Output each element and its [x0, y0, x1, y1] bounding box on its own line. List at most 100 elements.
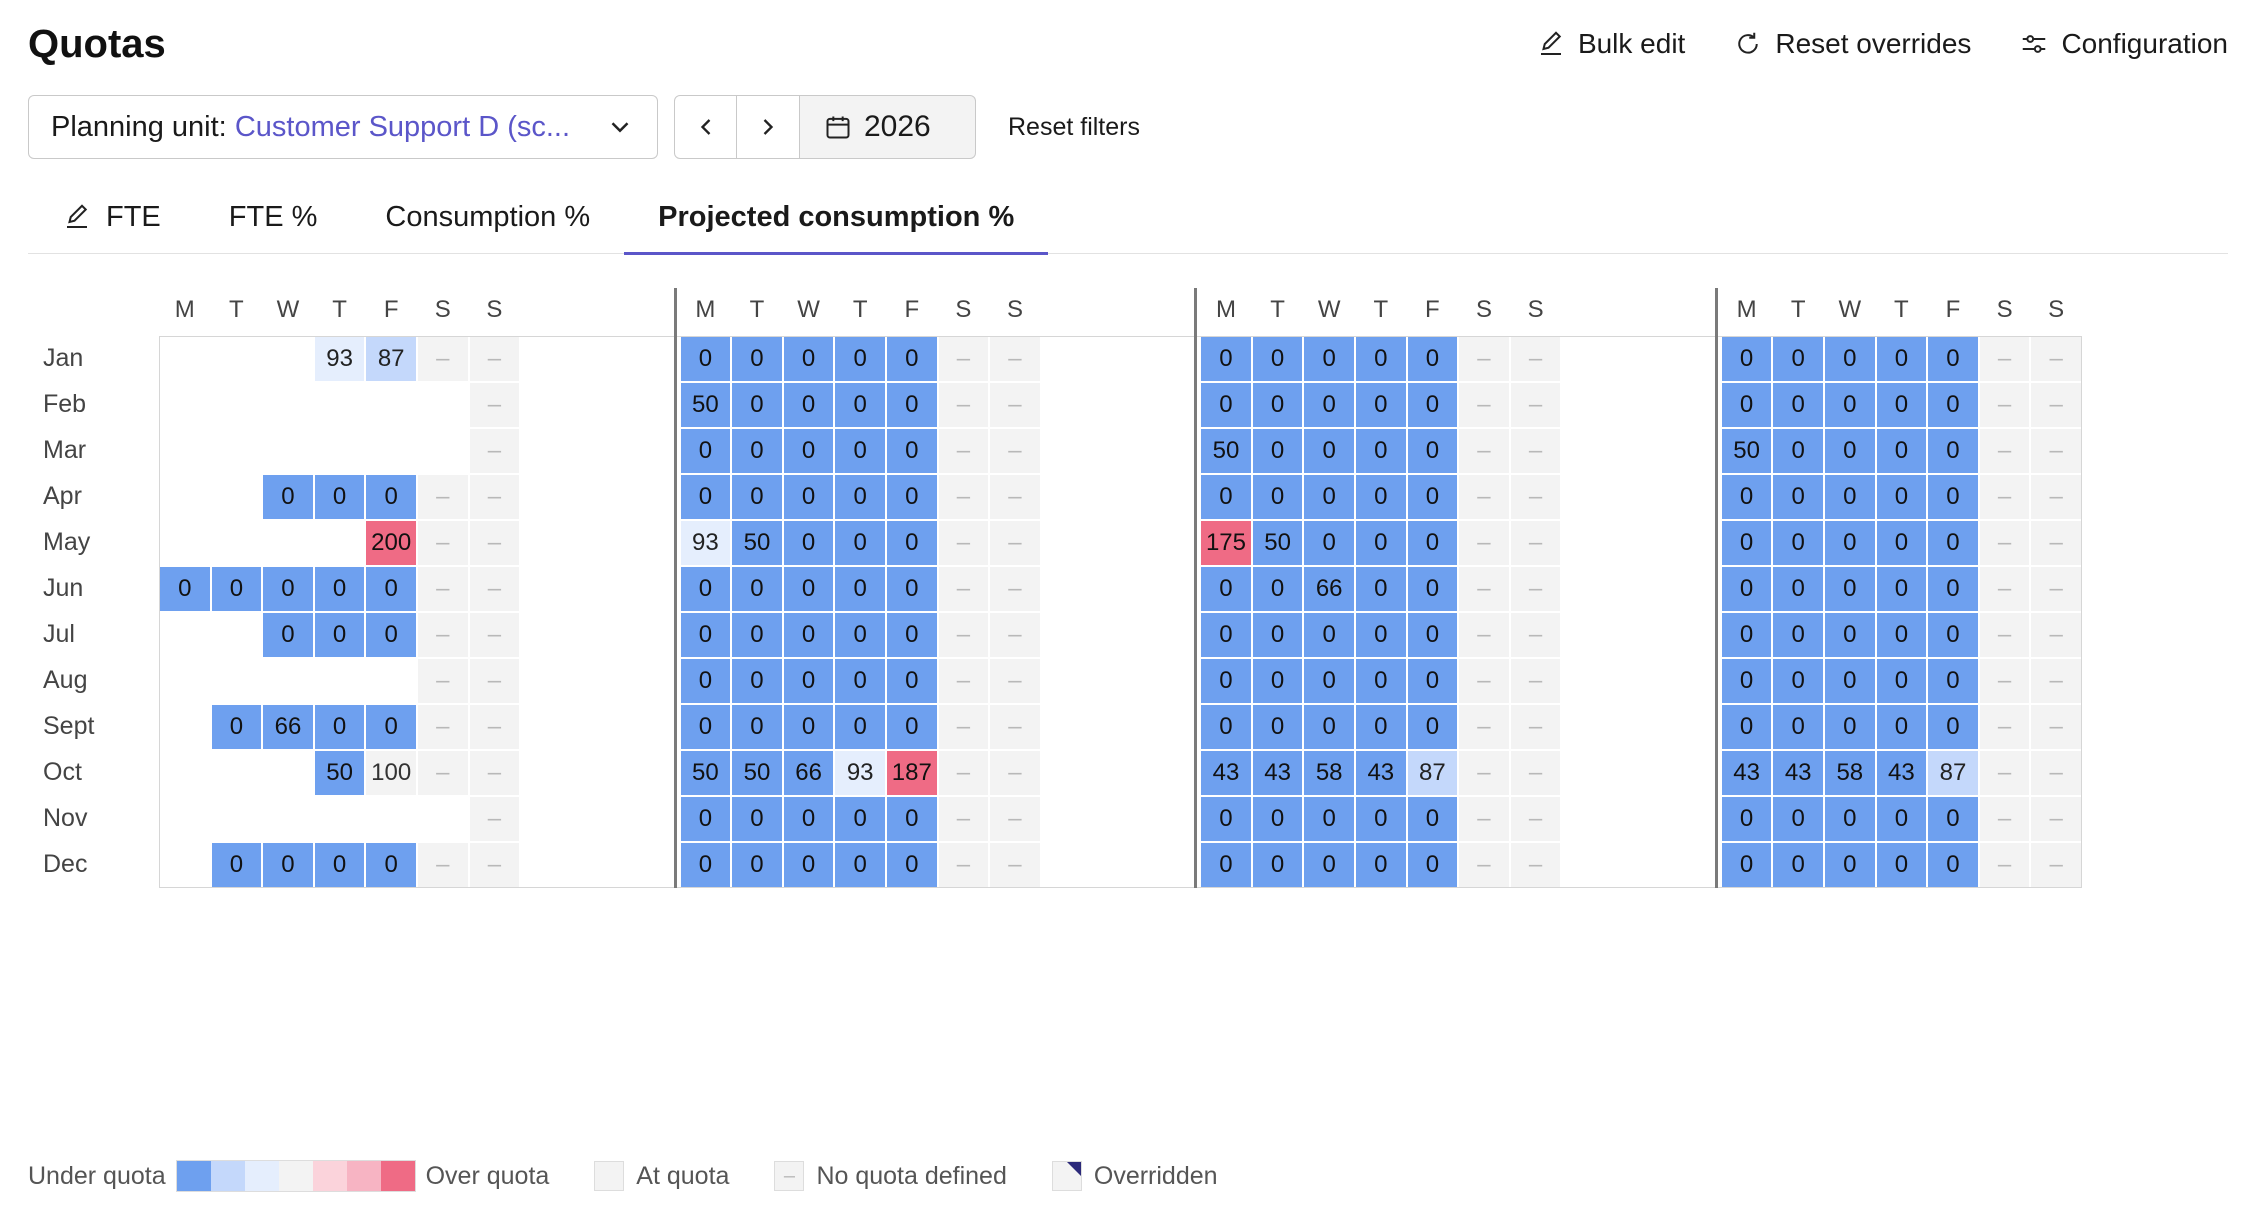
- quota-cell[interactable]: 0: [314, 567, 365, 611]
- quota-cell[interactable]: 0: [732, 659, 782, 703]
- quota-cell[interactable]: 0: [1773, 429, 1823, 473]
- quota-cell[interactable]: 0: [1721, 567, 1772, 611]
- quota-cell[interactable]: 0: [1721, 659, 1772, 703]
- quota-cell[interactable]: 0: [1407, 843, 1458, 887]
- quota-cell[interactable]: 0: [1721, 797, 1772, 841]
- quota-cell[interactable]: 0: [1356, 337, 1406, 381]
- no-quota-cell[interactable]: –: [990, 521, 1040, 565]
- quota-cell[interactable]: 0: [1304, 705, 1354, 749]
- quota-cell[interactable]: 0: [680, 797, 731, 841]
- no-quota-cell[interactable]: –: [2031, 521, 2081, 565]
- quota-cell[interactable]: 0: [314, 705, 365, 749]
- no-quota-cell[interactable]: –: [1510, 521, 1561, 565]
- quota-cell[interactable]: 0: [783, 429, 834, 473]
- quota-cell[interactable]: 0: [1773, 383, 1823, 427]
- quota-cell[interactable]: 0: [1825, 843, 1875, 887]
- quota-cell[interactable]: 0: [211, 843, 262, 887]
- quota-cell[interactable]: 0: [680, 843, 731, 887]
- no-quota-cell[interactable]: –: [990, 843, 1040, 887]
- tab-fte[interactable]: FTE: [28, 180, 195, 254]
- quota-cell[interactable]: 187: [887, 751, 937, 795]
- no-quota-cell[interactable]: –: [2031, 567, 2081, 611]
- no-quota-cell[interactable]: –: [990, 337, 1040, 381]
- quota-cell[interactable]: 100: [366, 751, 416, 795]
- quota-cell[interactable]: 43: [1876, 751, 1927, 795]
- no-quota-cell[interactable]: –: [990, 659, 1040, 703]
- quota-cell[interactable]: 0: [1825, 429, 1875, 473]
- no-quota-cell[interactable]: –: [1510, 567, 1561, 611]
- quota-cell[interactable]: 0: [1201, 337, 1251, 381]
- quota-cell[interactable]: 0: [1252, 383, 1303, 427]
- no-quota-cell[interactable]: –: [418, 521, 468, 565]
- quota-cell[interactable]: 0: [887, 613, 937, 657]
- quota-cell[interactable]: 66: [783, 751, 834, 795]
- quota-cell[interactable]: 0: [1304, 843, 1354, 887]
- no-quota-cell[interactable]: –: [469, 429, 520, 473]
- quota-cell[interactable]: 87: [1407, 751, 1458, 795]
- quota-cell[interactable]: 0: [1928, 337, 1978, 381]
- quota-cell[interactable]: 0: [1252, 705, 1303, 749]
- quota-cell[interactable]: 0: [680, 429, 731, 473]
- quota-cell[interactable]: 0: [1356, 613, 1406, 657]
- quota-cell[interactable]: 0: [263, 843, 313, 887]
- quota-cell[interactable]: 0: [1876, 475, 1927, 519]
- quota-cell[interactable]: 0: [1356, 383, 1406, 427]
- no-quota-cell[interactable]: –: [2031, 475, 2081, 519]
- quota-cell[interactable]: 43: [1773, 751, 1823, 795]
- quota-cell[interactable]: 0: [1876, 429, 1927, 473]
- no-quota-cell[interactable]: –: [1459, 567, 1509, 611]
- quota-cell[interactable]: 0: [366, 475, 416, 519]
- quota-cell[interactable]: 0: [732, 567, 782, 611]
- quota-cell[interactable]: 0: [1773, 567, 1823, 611]
- quota-cell[interactable]: 0: [1201, 613, 1251, 657]
- quota-cell[interactable]: 0: [835, 659, 885, 703]
- no-quota-cell[interactable]: –: [990, 475, 1040, 519]
- quota-cell[interactable]: 50: [680, 751, 731, 795]
- quota-cell[interactable]: 0: [1928, 521, 1978, 565]
- quota-cell[interactable]: 0: [1721, 475, 1772, 519]
- no-quota-cell[interactable]: –: [990, 383, 1040, 427]
- quota-cell[interactable]: 0: [1773, 475, 1823, 519]
- no-quota-cell[interactable]: –: [1510, 797, 1561, 841]
- no-quota-cell[interactable]: –: [938, 383, 989, 427]
- no-quota-cell[interactable]: –: [1979, 843, 2030, 887]
- year-picker-button[interactable]: 2026: [800, 95, 976, 159]
- quota-cell[interactable]: 0: [1356, 843, 1406, 887]
- quota-cell[interactable]: 0: [1928, 797, 1978, 841]
- no-quota-cell[interactable]: –: [1979, 337, 2030, 381]
- quota-cell[interactable]: 0: [835, 843, 885, 887]
- quota-cell[interactable]: 0: [680, 613, 731, 657]
- quota-cell[interactable]: 93: [835, 751, 885, 795]
- quota-cell[interactable]: 0: [783, 843, 834, 887]
- quota-cell[interactable]: 0: [1356, 475, 1406, 519]
- no-quota-cell[interactable]: –: [938, 613, 989, 657]
- no-quota-cell[interactable]: –: [1510, 751, 1561, 795]
- no-quota-cell[interactable]: –: [1459, 751, 1509, 795]
- quota-cell[interactable]: 50: [680, 383, 731, 427]
- quota-cell[interactable]: 0: [1407, 429, 1458, 473]
- quota-cell[interactable]: 87: [366, 337, 416, 381]
- quota-cell[interactable]: 0: [1201, 659, 1251, 703]
- next-year-button[interactable]: [737, 95, 800, 159]
- quota-cell[interactable]: 0: [732, 383, 782, 427]
- quota-cell[interactable]: 0: [680, 475, 731, 519]
- quota-cell[interactable]: 0: [783, 797, 834, 841]
- quota-cell[interactable]: 0: [835, 337, 885, 381]
- quota-cell[interactable]: 0: [1252, 843, 1303, 887]
- no-quota-cell[interactable]: –: [1459, 705, 1509, 749]
- quota-cell[interactable]: 0: [732, 337, 782, 381]
- no-quota-cell[interactable]: –: [938, 337, 989, 381]
- quota-cell[interactable]: 0: [1721, 843, 1772, 887]
- quota-cell[interactable]: 0: [835, 797, 885, 841]
- quota-cell[interactable]: 0: [1825, 383, 1875, 427]
- no-quota-cell[interactable]: –: [1979, 705, 2030, 749]
- quota-cell[interactable]: 0: [1721, 613, 1772, 657]
- no-quota-cell[interactable]: –: [469, 659, 520, 703]
- quota-cell[interactable]: 0: [1825, 567, 1875, 611]
- tab-consumption[interactable]: Consumption %: [351, 180, 624, 254]
- quota-cell[interactable]: 0: [1928, 383, 1978, 427]
- quota-cell[interactable]: 0: [1252, 337, 1303, 381]
- quota-cell[interactable]: 0: [1773, 797, 1823, 841]
- no-quota-cell[interactable]: –: [990, 567, 1040, 611]
- quota-cell[interactable]: 0: [1304, 613, 1354, 657]
